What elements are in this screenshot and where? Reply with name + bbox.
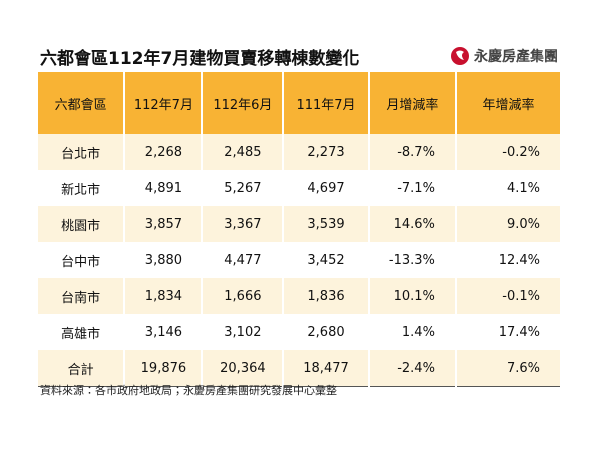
column-header: 月增減率 [367,72,456,134]
table-cell: 18,477 [282,350,369,387]
table-cell: 3,452 [282,242,369,278]
table-cell: 2,268 [123,134,203,170]
row-label: 桃園市 [38,206,125,242]
table-cell: 3,146 [123,314,203,350]
table-cell: 3,367 [201,206,284,242]
header-row: 六都會區 112年7月 112年6月 111年7月 月增減率 年增減率 [38,72,560,134]
column-header: 112年7月 [123,72,203,134]
table-cell: 1,834 [123,278,203,314]
table-cell: 3,857 [123,206,203,242]
table-row: 合計 19,876 20,364 18,477 -2.4% 7.6% [38,350,560,387]
table-row: 新北市 4,891 5,267 4,697 -7.1% 4.1% [38,170,560,206]
row-label: 高雄市 [61,326,101,342]
table-cell: 4.1% [454,170,560,206]
column-header: 111年7月 [282,72,369,134]
table-cell: 2,273 [282,134,369,170]
table-cell: 5,267 [201,170,284,206]
brand-icon [451,47,469,65]
table-cell: 2,680 [282,314,369,350]
column-header: 112年6月 [201,72,284,134]
table-cell: -2.4% [367,350,456,387]
table-row: 台南市 1,834 1,666 1,836 10.1% -0.1% [38,278,560,314]
table-cell: 14.6% [367,206,456,242]
table-cell: 1,836 [282,278,369,314]
table-cell: 10.1% [367,278,456,314]
table-cell: -8.7% [367,134,456,170]
table-cell: 19,876 [123,350,203,387]
table-cell: 17.4% [454,314,560,350]
row-label: 新北市 [61,182,101,198]
table-cell: 4,891 [123,170,203,206]
table-cell: -0.2% [454,134,560,170]
table-row: 台北市 2,268 2,485 2,273 -8.7% -0.2% [38,134,560,170]
table-cell: 20,364 [201,350,284,387]
row-label: 合計 [38,350,125,387]
row-label: 台南市 [38,278,125,314]
table-row: 高雄市 3,146 3,102 2,680 1.4% 17.4% [38,314,560,350]
row-label: 台北市 [38,134,125,170]
table-header: 六都會區 112年7月 112年6月 111年7月 月增減率 年增減率 [38,72,560,134]
table-cell: 12.4% [454,242,560,278]
column-header: 六都會區 [38,72,125,134]
table-cell: 2,485 [201,134,284,170]
table-cell: 7.6% [454,350,560,387]
table-body: 台北市 2,268 2,485 2,273 -8.7% -0.2% 新北市 4,891 5,26… [38,134,560,387]
table-cell: 3,539 [282,206,369,242]
row-label: 台中市 [61,254,101,270]
source-note: 資料來源：各市政府地政局；永慶房產集團研究發展中心彙整 [40,384,337,397]
table-row: 桃園市 3,857 3,367 3,539 14.6% 9.0% [38,206,560,242]
table-cell: 3,102 [201,314,284,350]
table-cell: 4,697 [282,170,369,206]
data-table: 六都會區 112年7月 112年6月 111年7月 月增減率 年增減率 台北市 2,268 2… [38,72,560,387]
table-cell: 3,880 [123,242,203,278]
table-row: 台中市 3,880 4,477 3,452 -13.3% 12.4% [38,242,560,278]
table-cell: 4,477 [201,242,284,278]
table-cell: -0.1% [454,278,560,314]
table-cell: 1.4% [367,314,456,350]
column-header: 年增減率 [454,72,560,134]
table-cell: -7.1% [367,170,456,206]
table-cell: 9.0% [454,206,560,242]
brand-logo: 永慶房產集團 [450,46,558,66]
table-cell: 1,666 [201,278,284,314]
title: 六都會區112年7月建物買賣移轉棟數變化 [40,49,360,69]
brand-name: 永慶房產集團 [474,49,558,65]
table-cell: -13.3% [367,242,456,278]
